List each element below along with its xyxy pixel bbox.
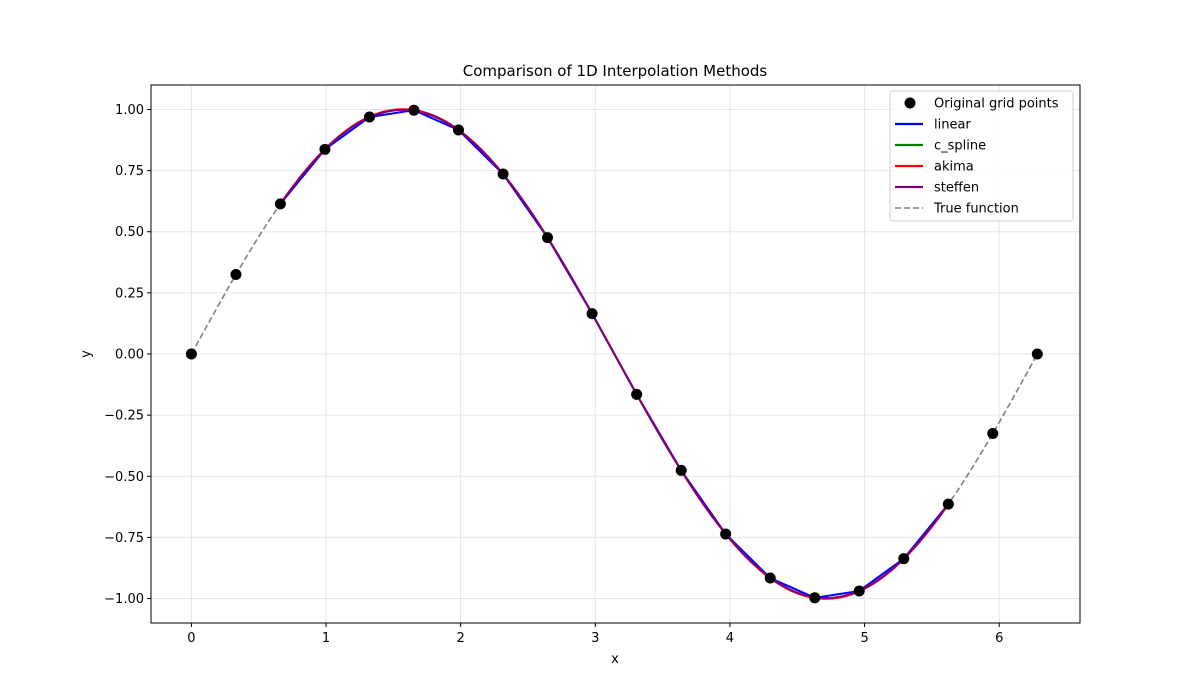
y-tick-label: 1.00 <box>115 103 144 118</box>
grid-point-marker <box>987 427 999 439</box>
y-tick-label: −0.50 <box>104 470 144 485</box>
legend-label: akima <box>934 160 974 175</box>
grid-point-marker <box>542 232 554 244</box>
x-tick-label: 2 <box>457 631 465 646</box>
grid-point-marker <box>230 269 242 281</box>
grid-point-marker <box>853 585 865 597</box>
legend-label: Original grid points <box>934 97 1059 112</box>
grid-point-marker <box>185 348 197 360</box>
grid-point-marker <box>1031 348 1043 360</box>
grid-point-marker <box>364 111 376 123</box>
grid-point-marker <box>942 498 954 510</box>
plot-area <box>185 104 1043 604</box>
y-axis-label: y <box>79 350 94 358</box>
grid-point-marker <box>898 553 910 565</box>
y-tick-label: −1.00 <box>104 592 144 607</box>
legend-label: linear <box>934 118 971 133</box>
x-tick-label: 0 <box>187 631 195 646</box>
chart-title: Comparison of 1D Interpolation Methods <box>463 62 768 80</box>
grid-point-marker <box>675 464 687 476</box>
grid-point-marker <box>319 143 331 155</box>
legend-label: c_spline <box>934 139 986 154</box>
grid-point-marker <box>586 308 598 320</box>
grid-point-marker <box>809 592 821 604</box>
x-tick-label: 4 <box>726 631 734 646</box>
legend-label: steffen <box>934 181 979 196</box>
grid-point-marker <box>274 198 286 210</box>
grid-point-marker <box>453 124 465 136</box>
x-tick-label: 1 <box>322 631 330 646</box>
x-tick-label: 5 <box>860 631 868 646</box>
grid-point-marker <box>764 572 776 584</box>
y-tick-label: 0.50 <box>115 225 144 240</box>
grid-point-marker <box>497 168 509 180</box>
y-tick-label: −0.75 <box>104 531 144 546</box>
grid-point-marker <box>631 388 643 400</box>
steffen-line <box>279 108 950 600</box>
y-tick-label: −0.25 <box>104 409 144 424</box>
legend-label: True function <box>933 202 1019 217</box>
grid-point-marker <box>720 528 732 540</box>
legend-box <box>889 90 1074 222</box>
x-tick-label: 3 <box>591 631 599 646</box>
x-axis-label: x <box>611 652 619 667</box>
x-axis-ticks: 0 1 2 3 4 5 6 <box>187 623 1003 646</box>
y-tick-label: 0.00 <box>115 348 144 363</box>
grid-point-marker <box>408 104 420 116</box>
y-tick-label: 0.75 <box>115 164 144 179</box>
y-tick-label: 0.25 <box>115 286 144 301</box>
x-tick-label: 6 <box>995 631 1003 646</box>
legend-marker-icon <box>904 97 916 109</box>
y-axis-ticks: 1.00 0.75 0.50 0.25 0.00 −0.25 −0.50 −0.75 −1.00 <box>104 103 151 607</box>
